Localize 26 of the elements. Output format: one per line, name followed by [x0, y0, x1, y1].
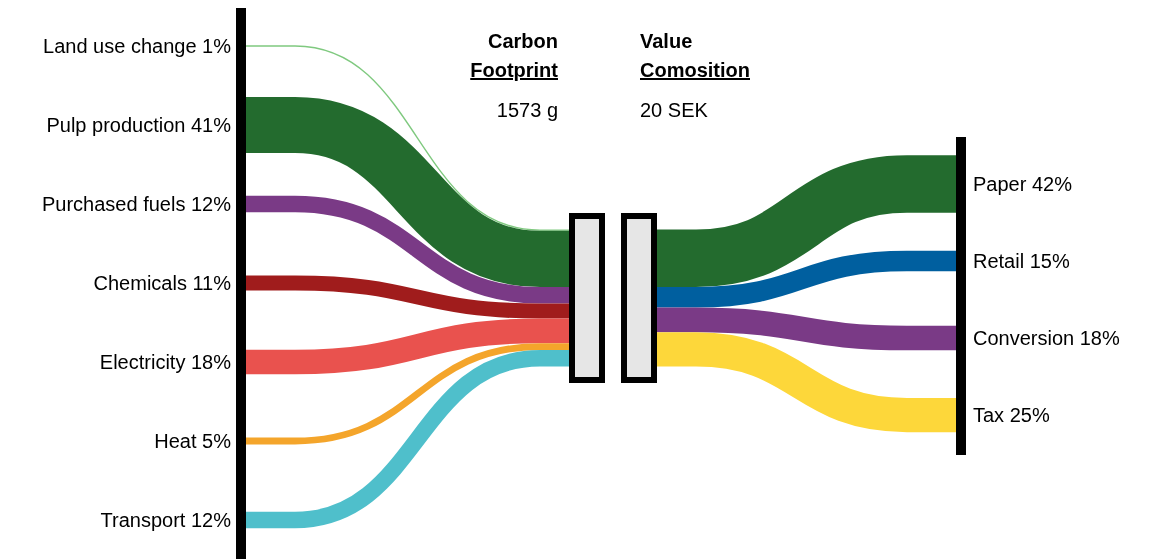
- data-label: 12%: [190, 193, 232, 215]
- data-label: 41%: [190, 114, 232, 136]
- category-label: Transport: [100, 509, 186, 531]
- category-label: Paper: [973, 173, 1027, 195]
- category-label: Retail: [973, 250, 1025, 272]
- text: Carbon Footprint: [470, 30, 559, 81]
- category-label: Pulp production: [46, 114, 186, 136]
- category-label: Chemicals: [93, 272, 187, 294]
- data-label: 5%: [202, 430, 232, 452]
- category-label: Heat: [154, 430, 197, 452]
- data-label: 1%: [202, 35, 232, 57]
- category-label: Land use change: [43, 35, 197, 57]
- data-label: 15%: [1029, 250, 1070, 272]
- text: 1573 g: [496, 99, 558, 121]
- data-label: 42%: [1031, 173, 1073, 195]
- category-label: Purchased fuels: [41, 193, 186, 215]
- data-label: 12%: [190, 509, 232, 531]
- data-label: 18%: [1079, 327, 1120, 349]
- category-label: Electricity: [99, 351, 186, 373]
- text: 20 SEK: [640, 99, 709, 121]
- category-label: Tax: [973, 404, 1005, 426]
- text: Value Comosition: [640, 30, 750, 81]
- category-label: Conversion: [973, 327, 1075, 349]
- data-label: 11%: [192, 272, 232, 294]
- data-label: 25%: [1009, 404, 1050, 426]
- data-label: 18%: [190, 351, 232, 373]
